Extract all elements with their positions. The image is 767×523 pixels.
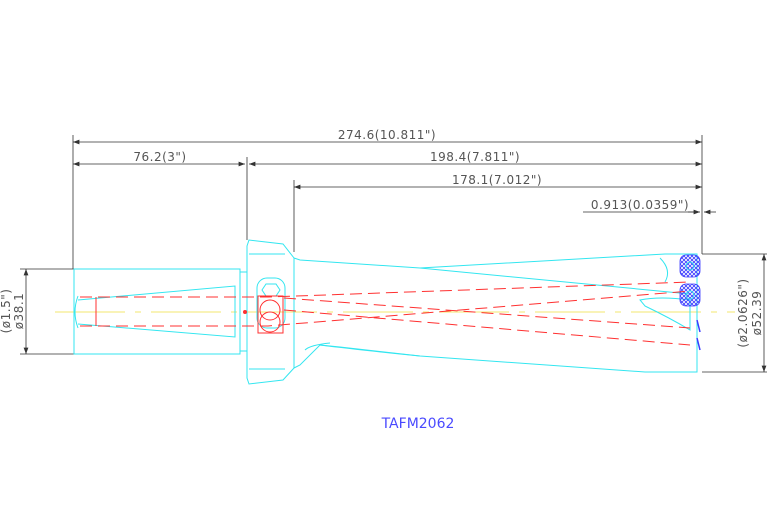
- model-label: TAFM2062: [381, 416, 455, 432]
- drill-dia-in-dim: (ø2.0626"): [736, 278, 750, 347]
- drill-body: [293, 253, 698, 373]
- body-length-dim: 198.4(7.811"): [430, 150, 520, 164]
- shank-length-dim: 76.2(3"): [133, 150, 186, 164]
- shank-dia-mm-dim: ø38.1: [12, 293, 26, 330]
- insert-inner: [679, 283, 701, 307]
- overall-length-dim: 274.6(10.811"): [338, 128, 436, 142]
- coolant-channels: [80, 281, 691, 346]
- flute-length-dim: 178.1(7.012"): [452, 173, 542, 187]
- shank-dia-in-dim: (ø1.5"): [0, 289, 13, 334]
- shank: [73, 268, 247, 355]
- drill-dia-mm-dim: ø52.39: [750, 291, 764, 336]
- coolant-port-dot: [243, 310, 247, 314]
- extension-lines: [20, 135, 767, 373]
- offset-dim: 0.913(0.0359"): [591, 198, 689, 212]
- insert-outer: [679, 254, 701, 278]
- dimension-lines: [23, 139, 767, 372]
- cutting-inserts: [679, 254, 701, 351]
